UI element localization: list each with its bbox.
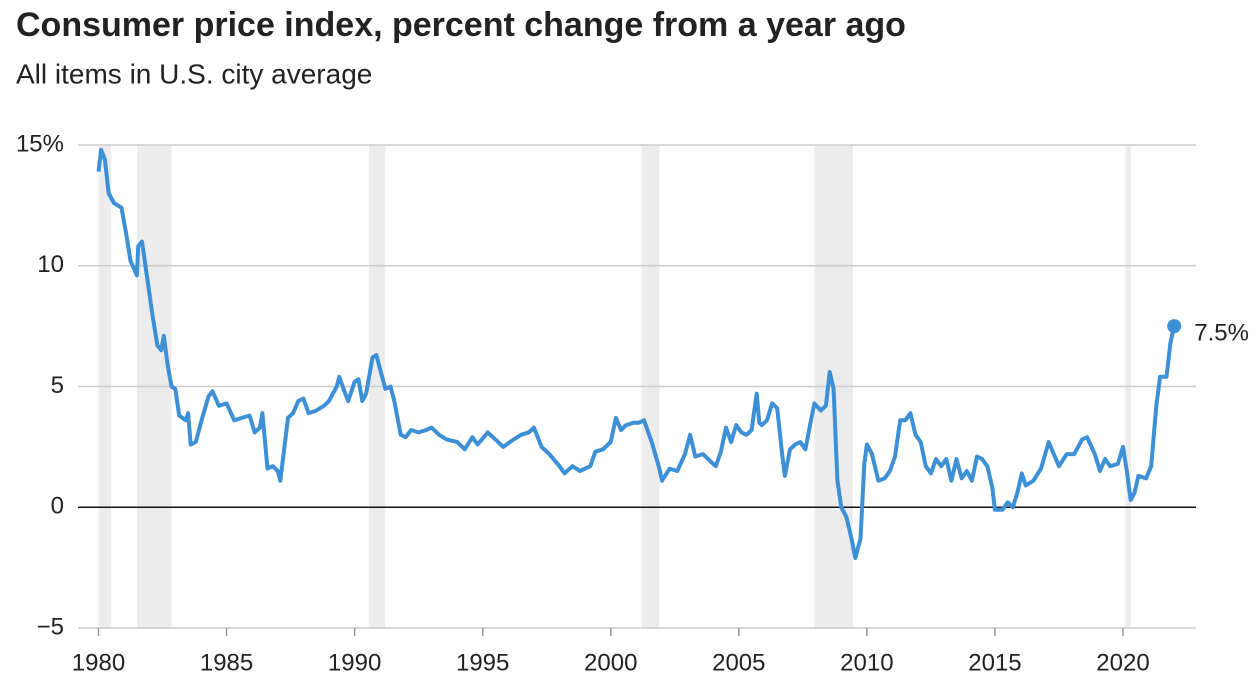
x-tick-label: 1995 xyxy=(456,649,509,676)
x-tick-label: 2000 xyxy=(584,649,637,676)
x-tick-label: 2010 xyxy=(840,649,893,676)
y-tick-label: 15% xyxy=(16,130,64,157)
y-tick-label: 0 xyxy=(51,493,64,520)
x-tick-label: 1990 xyxy=(328,649,381,676)
end-label: 7.5% xyxy=(1194,319,1249,346)
x-tick-label: 1985 xyxy=(200,649,253,676)
y-tick-label: 5 xyxy=(51,372,64,399)
x-tick-label: 1980 xyxy=(72,649,125,676)
x-tick-label: 2020 xyxy=(1096,649,1149,676)
y-tick-label: 10 xyxy=(37,251,64,278)
chart-subtitle: All items in U.S. city average xyxy=(16,58,372,89)
y-tick-label: −5 xyxy=(37,613,64,640)
x-tick-label: 2005 xyxy=(712,649,765,676)
end-point xyxy=(1167,319,1182,334)
data-line xyxy=(96,147,1177,560)
x-tick-label: 2015 xyxy=(968,649,1021,676)
chart-title: Consumer price index, percent change fro… xyxy=(16,6,906,44)
